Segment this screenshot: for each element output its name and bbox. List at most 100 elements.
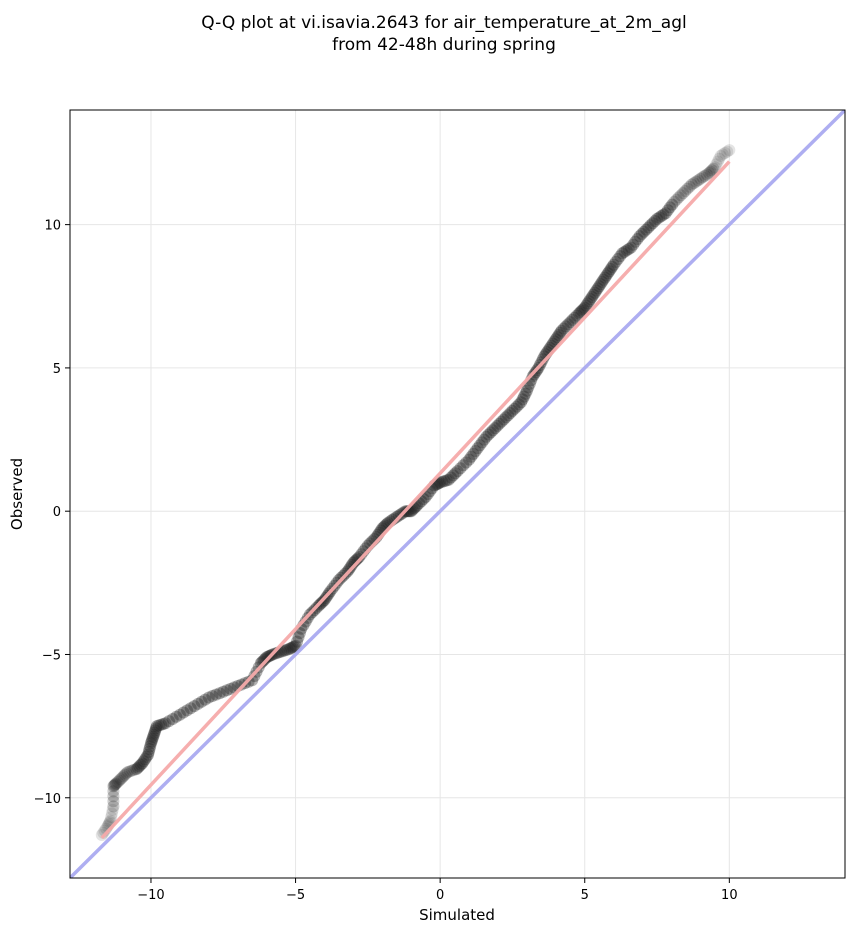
- data-point: [646, 217, 659, 230]
- data-point: [493, 417, 506, 430]
- data-point: [202, 691, 215, 704]
- data-point: [620, 244, 633, 257]
- data-point: [554, 326, 567, 339]
- data-point: [128, 763, 141, 776]
- data-point: [600, 269, 613, 282]
- data-point: [706, 164, 718, 177]
- data-point: [651, 212, 663, 225]
- data-point: [578, 301, 591, 314]
- data-point: [601, 267, 614, 280]
- data-point: [480, 430, 493, 443]
- data-point: [259, 652, 272, 665]
- data-point: [711, 155, 724, 168]
- data-point: [640, 223, 653, 236]
- plot-frame: [69, 109, 846, 879]
- data-point: [451, 465, 464, 478]
- data-point: [283, 642, 296, 655]
- data-point: [157, 718, 170, 730]
- data-point: [170, 710, 183, 723]
- data-point: [144, 740, 157, 753]
- x-tick-label: 5: [581, 888, 589, 903]
- data-point: [668, 195, 681, 208]
- data-point: [587, 288, 600, 301]
- data-point: [285, 642, 298, 654]
- data-point: [504, 407, 517, 419]
- data-point: [147, 730, 160, 743]
- data-point: [117, 770, 130, 783]
- data-point: [568, 311, 581, 324]
- data-point: [438, 475, 451, 488]
- data-point: [97, 826, 110, 839]
- data-point: [476, 436, 489, 449]
- data-point: [145, 737, 157, 750]
- data-point: [235, 678, 248, 691]
- data-point: [627, 238, 640, 251]
- reference-lines: [70, 110, 845, 878]
- data-point: [149, 724, 162, 737]
- data-point: [484, 426, 497, 439]
- data-point: [192, 697, 204, 710]
- data-point: [591, 282, 604, 295]
- data-point: [111, 776, 124, 788]
- x-tick-label: −5: [286, 888, 305, 903]
- data-point: [633, 230, 646, 243]
- data-point: [445, 471, 457, 484]
- data-point: [564, 316, 577, 329]
- data-point: [588, 286, 601, 299]
- data-point: [288, 640, 301, 653]
- data-point: [551, 331, 564, 344]
- data-point: [631, 233, 644, 245]
- y-tick-label: 0: [53, 505, 61, 520]
- y-tick-label: 5: [53, 362, 61, 377]
- data-point: [220, 684, 233, 697]
- data-point: [124, 765, 136, 778]
- data-point: [447, 469, 460, 482]
- data-point: [434, 476, 447, 489]
- data-point: [502, 409, 515, 422]
- data-point: [596, 275, 609, 288]
- data-point: [155, 718, 168, 731]
- data-point: [140, 750, 153, 763]
- data-point: [460, 456, 473, 469]
- data-point: [607, 258, 620, 271]
- data-point: [107, 795, 120, 808]
- data-point: [142, 748, 155, 761]
- y-axis-label: Observed: [8, 458, 26, 530]
- data-point: [618, 245, 631, 258]
- data-point: [707, 162, 720, 175]
- data-point: [638, 225, 650, 238]
- data-point: [508, 402, 521, 415]
- data-point: [584, 293, 597, 306]
- data-point: [143, 743, 156, 755]
- data-point: [152, 719, 165, 732]
- data-point: [692, 174, 705, 187]
- data-point: [683, 180, 696, 193]
- data-point: [590, 284, 603, 297]
- scatter-points: [95, 144, 736, 841]
- data-point: [700, 168, 713, 181]
- y-tick-label: −10: [34, 792, 61, 807]
- data-point: [471, 442, 484, 455]
- data-point: [670, 193, 683, 206]
- data-point: [146, 733, 159, 745]
- data-point: [657, 208, 670, 221]
- data-point: [256, 655, 269, 668]
- data-point: [195, 695, 208, 708]
- data-point: [254, 657, 267, 670]
- reference-line-identity: [70, 110, 845, 878]
- data-point: [655, 210, 668, 222]
- data-point: [519, 387, 532, 400]
- data-point: [677, 187, 690, 200]
- data-point: [552, 329, 565, 341]
- data-point: [653, 211, 666, 224]
- data-point: [586, 291, 598, 303]
- data-point: [286, 641, 299, 654]
- data-point: [672, 191, 685, 204]
- data-point: [463, 453, 476, 466]
- data-point: [353, 551, 366, 563]
- x-tick-label: 0: [436, 888, 444, 903]
- data-point: [606, 260, 619, 273]
- data-point: [599, 271, 611, 284]
- data-point: [108, 779, 121, 792]
- data-point: [120, 767, 133, 780]
